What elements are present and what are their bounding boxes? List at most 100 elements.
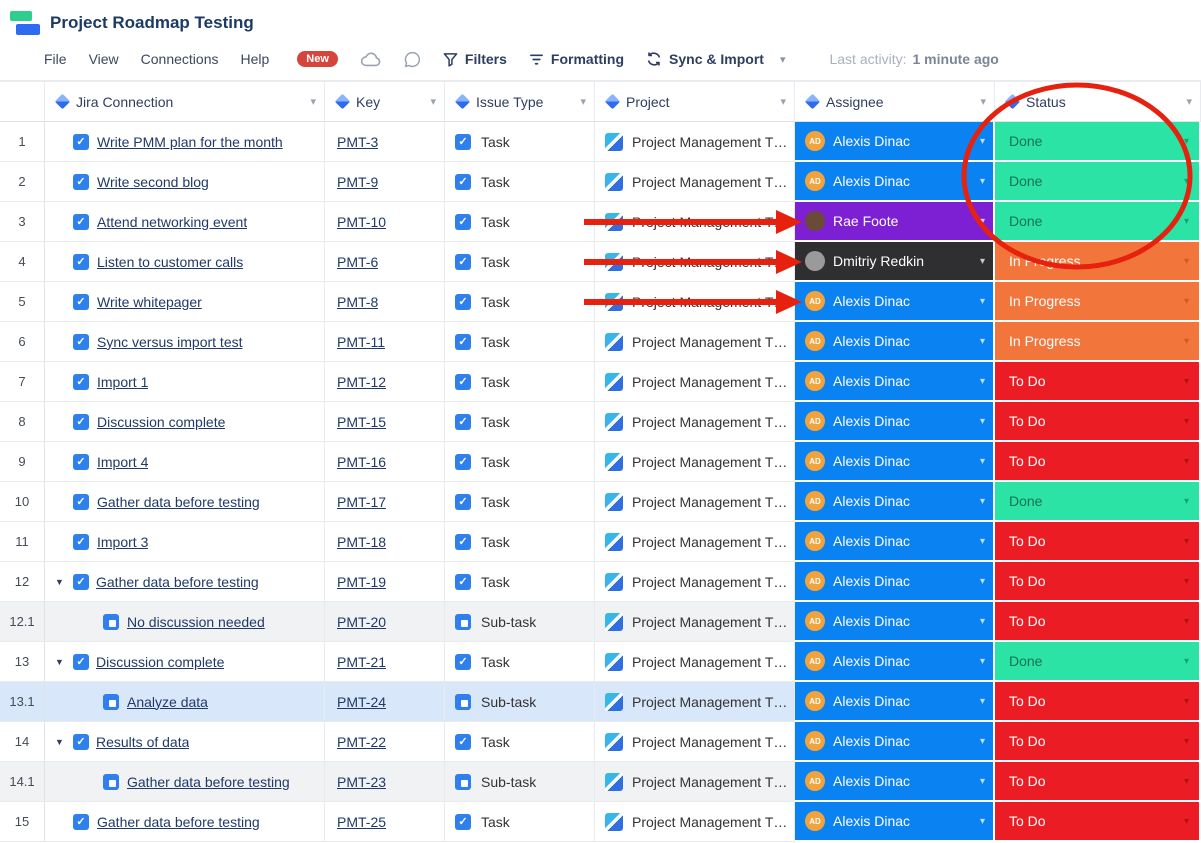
task-name-link[interactable]: Write whitepager	[97, 293, 202, 310]
project-cell[interactable]: Project Management T…	[595, 802, 795, 842]
task-name-cell[interactable]: ✓ Write PMM plan for the month	[45, 122, 325, 162]
key-cell[interactable]: PMT-18	[325, 522, 445, 562]
project-cell[interactable]: Project Management T…	[595, 322, 795, 362]
issue-type-cell[interactable]: ✓ Task	[445, 122, 595, 162]
status-cell[interactable]: To Do ▾	[995, 442, 1201, 482]
issue-type-cell[interactable]: ✓ Task	[445, 482, 595, 522]
task-name-cell[interactable]: ✓ Gather data before testing	[45, 802, 325, 842]
status-dropdown-caret-icon[interactable]: ▾	[1183, 735, 1189, 747]
status-cell[interactable]: To Do ▾	[995, 362, 1201, 402]
status-dropdown-caret-icon[interactable]: ▾	[1183, 575, 1189, 587]
status-cell[interactable]: Done ▾	[995, 162, 1201, 202]
key-cell[interactable]: PMT-25	[325, 802, 445, 842]
column-header-key[interactable]: Key ▾	[325, 82, 445, 122]
status-cell[interactable]: In Progress ▾	[995, 242, 1201, 282]
assignee-cell[interactable]: AD Alexis Dinac ▾	[795, 322, 995, 362]
key-cell[interactable]: PMT-15	[325, 402, 445, 442]
task-name-link[interactable]: Gather data before testing	[97, 493, 260, 510]
status-cell[interactable]: To Do ▾	[995, 402, 1201, 442]
status-cell[interactable]: To Do ▾	[995, 682, 1201, 722]
status-dropdown-caret-icon[interactable]: ▾	[1183, 215, 1189, 227]
assignee-cell[interactable]: AD Alexis Dinac ▾	[795, 602, 995, 642]
task-name-link[interactable]: Discussion complete	[96, 653, 225, 670]
assignee-dropdown-caret-icon[interactable]: ▾	[979, 775, 985, 787]
issue-key-link[interactable]: PMT-11	[337, 333, 385, 350]
key-cell[interactable]: PMT-8	[325, 282, 445, 322]
assignee-dropdown-caret-icon[interactable]: ▾	[979, 135, 985, 147]
collapse-caret-icon[interactable]: ▼	[55, 656, 64, 667]
key-cell[interactable]: PMT-17	[325, 482, 445, 522]
chat-icon[interactable]	[404, 51, 421, 68]
task-name-cell[interactable]: ✓ Attend networking event	[45, 202, 325, 242]
project-cell[interactable]: Project Management T…	[595, 242, 795, 282]
issue-key-link[interactable]: PMT-25	[337, 813, 387, 830]
status-dropdown-caret-icon[interactable]: ▾	[1183, 175, 1189, 187]
status-cell[interactable]: In Progress ▾	[995, 282, 1201, 322]
key-cell[interactable]: PMT-16	[325, 442, 445, 482]
task-name-link[interactable]: Gather data before testing	[97, 813, 260, 830]
status-cell[interactable]: To Do ▾	[995, 802, 1201, 842]
task-name-cell[interactable]: ✓ Write whitepager	[45, 282, 325, 322]
project-cell[interactable]: Project Management T…	[595, 122, 795, 162]
issue-key-link[interactable]: PMT-8	[337, 293, 379, 310]
status-dropdown-caret-icon[interactable]: ▾	[1183, 335, 1189, 347]
key-cell[interactable]: PMT-12	[325, 362, 445, 402]
issue-type-cell[interactable]: ✓ Task	[445, 562, 595, 602]
task-name-cell[interactable]: ▼ ✓ Discussion complete	[45, 642, 325, 682]
status-cell[interactable]: To Do ▾	[995, 722, 1201, 762]
assignee-cell[interactable]: AD Alexis Dinac ▾	[795, 162, 995, 202]
issue-type-cell[interactable]: ✓ Task	[445, 402, 595, 442]
column-header-project[interactable]: Project ▾	[595, 82, 795, 122]
issue-key-link[interactable]: PMT-18	[337, 533, 387, 550]
task-name-link[interactable]: Import 1	[97, 373, 149, 390]
status-cell[interactable]: To Do ▾	[995, 562, 1201, 602]
task-name-cell[interactable]: ▼ ✓ Results of data	[45, 722, 325, 762]
status-dropdown-caret-icon[interactable]: ▾	[1183, 775, 1189, 787]
issue-key-link[interactable]: PMT-23	[337, 773, 387, 790]
collapse-caret-icon[interactable]: ▼	[55, 736, 64, 747]
issue-key-link[interactable]: PMT-10	[337, 213, 387, 230]
key-cell[interactable]: PMT-23	[325, 762, 445, 802]
task-name-link[interactable]: Gather data before testing	[127, 773, 290, 790]
status-cell[interactable]: To Do ▾	[995, 762, 1201, 802]
issue-key-link[interactable]: PMT-22	[337, 733, 387, 750]
assignee-cell[interactable]: AD Alexis Dinac ▾	[795, 122, 995, 162]
task-name-link[interactable]: Attend networking event	[97, 213, 248, 230]
task-name-link[interactable]: Analyze data	[127, 693, 208, 710]
project-cell[interactable]: Project Management T…	[595, 442, 795, 482]
cloud-sync-icon[interactable]	[360, 52, 382, 67]
key-cell[interactable]: PMT-21	[325, 642, 445, 682]
formatting-button[interactable]: Formatting	[529, 51, 624, 67]
key-cell[interactable]: PMT-20	[325, 602, 445, 642]
assignee-dropdown-caret-icon[interactable]: ▾	[979, 695, 985, 707]
task-name-cell[interactable]: ✓ Write second blog	[45, 162, 325, 202]
status-dropdown-caret-icon[interactable]: ▾	[1183, 415, 1189, 427]
issue-key-link[interactable]: PMT-3	[337, 133, 379, 150]
task-name-cell[interactable]: ✓ Gather data before testing	[45, 482, 325, 522]
assignee-cell[interactable]: AD Alexis Dinac ▾	[795, 802, 995, 842]
issue-type-cell[interactable]: ✓ Task	[445, 322, 595, 362]
issue-key-link[interactable]: PMT-12	[337, 373, 387, 390]
task-name-cell[interactable]: ✓ Import 1	[45, 362, 325, 402]
project-cell[interactable]: Project Management T…	[595, 562, 795, 602]
status-dropdown-caret-icon[interactable]: ▾	[1183, 655, 1189, 667]
project-cell[interactable]: Project Management T…	[595, 642, 795, 682]
task-name-cell[interactable]: ✓ Listen to customer calls	[45, 242, 325, 282]
assignee-dropdown-caret-icon[interactable]: ▾	[979, 375, 985, 387]
column-menu-caret-icon[interactable]: ▾	[980, 96, 986, 108]
issue-type-cell[interactable]: ✓ Task	[445, 442, 595, 482]
column-header-assignee[interactable]: Assignee ▾	[795, 82, 995, 122]
assignee-dropdown-caret-icon[interactable]: ▾	[979, 175, 985, 187]
assignee-dropdown-caret-icon[interactable]: ▾	[979, 455, 985, 467]
assignee-dropdown-caret-icon[interactable]: ▾	[979, 415, 985, 427]
assignee-cell[interactable]: AD Alexis Dinac ▾	[795, 442, 995, 482]
assignee-cell[interactable]: AD Alexis Dinac ▾	[795, 482, 995, 522]
status-cell[interactable]: In Progress ▾	[995, 322, 1201, 362]
column-menu-caret-icon[interactable]: ▾	[430, 96, 436, 108]
project-cell[interactable]: Project Management T…	[595, 282, 795, 322]
status-cell[interactable]: Done ▾	[995, 642, 1201, 682]
issue-key-link[interactable]: PMT-15	[337, 413, 387, 430]
sync-import-button[interactable]: Sync & Import	[646, 51, 764, 67]
assignee-cell[interactable]: AD Alexis Dinac ▾	[795, 362, 995, 402]
status-dropdown-caret-icon[interactable]: ▾	[1183, 455, 1189, 467]
